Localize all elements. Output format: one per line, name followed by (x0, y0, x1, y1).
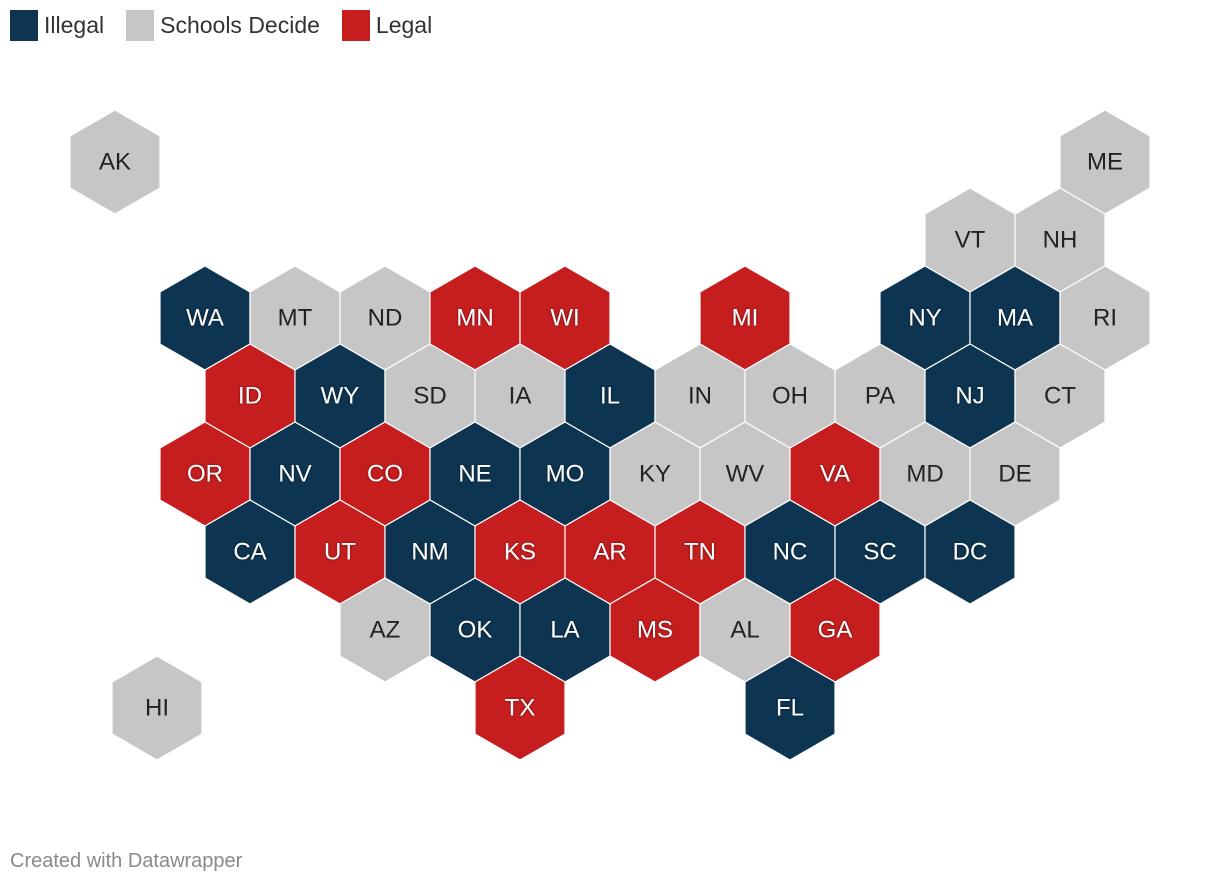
state-label-ca: CA (233, 539, 266, 566)
state-label-az: AZ (370, 617, 401, 644)
state-label-sc: SC (863, 539, 896, 566)
state-hex-ak[interactable] (69, 109, 161, 215)
state-label-ga: GA (818, 617, 853, 644)
state-label-ok: OK (458, 617, 493, 644)
state-label-mo: MO (546, 461, 585, 488)
state-label-wy: WY (321, 383, 360, 410)
state-label-mn: MN (456, 305, 493, 332)
legend-label-legal: Legal (375, 12, 433, 38)
state-tile-wi[interactable]: WI (519, 265, 611, 371)
state-tile-oh[interactable]: OH (744, 343, 836, 449)
state-tile-ct[interactable]: CT (1014, 343, 1106, 449)
state-label-wi: WI (550, 305, 579, 332)
state-label-ri: RI (1093, 305, 1117, 332)
legend-swatch-schools-decide (126, 10, 155, 41)
state-label-ma: MA (997, 305, 1033, 332)
footer-credit: Created with Datawrapper (10, 850, 243, 872)
state-tile-nd[interactable]: ND (339, 265, 431, 371)
state-tile-nm[interactable]: NM (384, 499, 476, 605)
state-label-md: MD (906, 461, 943, 488)
state-tile-or[interactable]: OR (159, 421, 251, 527)
state-label-dc: DC (953, 539, 988, 566)
state-label-in: IN (688, 383, 712, 410)
state-label-wa: WA (186, 305, 224, 332)
state-tile-sd[interactable]: SD (384, 343, 476, 449)
state-label-co: CO (367, 461, 403, 488)
state-label-ct: CT (1044, 383, 1076, 410)
state-tile-hi[interactable]: HI (111, 655, 203, 761)
state-tile-ca[interactable]: CA (204, 499, 296, 605)
state-label-mt: MT (278, 305, 313, 332)
state-label-ar: AR (593, 539, 626, 566)
state-tile-nh[interactable]: NH (1014, 187, 1106, 293)
state-tile-ar[interactable]: AR (564, 499, 656, 605)
legend-label-schools-decide: Schools Decide (160, 12, 320, 38)
state-tile-wv[interactable]: WV (699, 421, 791, 527)
state-label-fl: FL (776, 695, 804, 722)
state-tile-mn[interactable]: MN (429, 265, 521, 371)
state-label-mi: MI (732, 305, 759, 332)
state-label-ut: UT (324, 539, 356, 566)
state-label-la: LA (550, 617, 579, 644)
state-label-ak: AK (99, 149, 131, 176)
state-label-nc: NC (773, 539, 808, 566)
state-tile-co[interactable]: CO (339, 421, 431, 527)
state-label-va: VA (820, 461, 850, 488)
state-label-tn: TN (684, 539, 716, 566)
state-label-id: ID (238, 383, 262, 410)
state-label-ne: NE (458, 461, 491, 488)
state-tile-ak[interactable]: AK (69, 109, 161, 215)
state-label-nj: NJ (955, 383, 984, 410)
legend-item-illegal[interactable]: Illegal (10, 10, 104, 41)
state-tile-al[interactable]: AL (699, 577, 791, 683)
state-hex-fl[interactable] (744, 655, 836, 761)
state-hex-hi[interactable] (111, 655, 203, 761)
state-tile-in[interactable]: IN (654, 343, 746, 449)
state-tile-tx[interactable]: TX (474, 655, 566, 761)
state-label-ny: NY (908, 305, 941, 332)
legend-swatch-illegal (10, 10, 38, 41)
legend-swatch-legal (341, 10, 370, 41)
state-label-nv: NV (278, 461, 311, 488)
state-label-hi: HI (145, 695, 169, 722)
state-tile-nv[interactable]: NV (249, 421, 341, 527)
state-label-wv: WV (726, 461, 765, 488)
state-label-al: AL (730, 617, 759, 644)
state-label-tx: TX (505, 695, 536, 722)
state-tile-mo[interactable]: MO (519, 421, 611, 527)
state-tile-ok[interactable]: OK (429, 577, 521, 683)
state-label-vt: VT (955, 227, 986, 254)
state-tile-ks[interactable]: KS (474, 499, 566, 605)
legend-item-schools-decide[interactable]: Schools Decide (126, 10, 320, 41)
state-tile-dc[interactable]: DC (924, 499, 1016, 605)
state-label-pa: PA (865, 383, 895, 410)
state-tile-wa[interactable]: WA (159, 265, 251, 371)
state-tile-pa[interactable]: PA (834, 343, 926, 449)
state-tile-fl[interactable]: FL (744, 655, 836, 761)
state-label-nd: ND (368, 305, 403, 332)
state-label-de: DE (998, 461, 1031, 488)
state-label-il: IL (600, 383, 620, 410)
state-tile-la[interactable]: LA (519, 577, 611, 683)
state-hex-dc[interactable] (924, 499, 1016, 605)
state-label-nm: NM (411, 539, 448, 566)
state-tile-ri[interactable]: RI (1059, 265, 1151, 371)
state-label-ms: MS (637, 617, 673, 644)
legend: Illegal Schools Decide Legal (10, 10, 432, 41)
legend-item-legal[interactable]: Legal (341, 10, 433, 41)
state-tile-vt[interactable]: VT (924, 187, 1016, 293)
state-label-ky: KY (639, 461, 671, 488)
state-tile-va[interactable]: VA (789, 421, 881, 527)
state-label-oh: OH (772, 383, 808, 410)
legend-label-illegal: Illegal (44, 12, 105, 38)
state-label-or: OR (187, 461, 223, 488)
state-label-me: ME (1087, 149, 1123, 176)
state-tile-ia[interactable]: IA (474, 343, 566, 449)
state-label-nh: NH (1043, 227, 1078, 254)
state-label-ia: IA (509, 383, 532, 410)
state-hex-tx[interactable] (474, 655, 566, 761)
state-label-ks: KS (504, 539, 536, 566)
state-label-sd: SD (413, 383, 446, 410)
